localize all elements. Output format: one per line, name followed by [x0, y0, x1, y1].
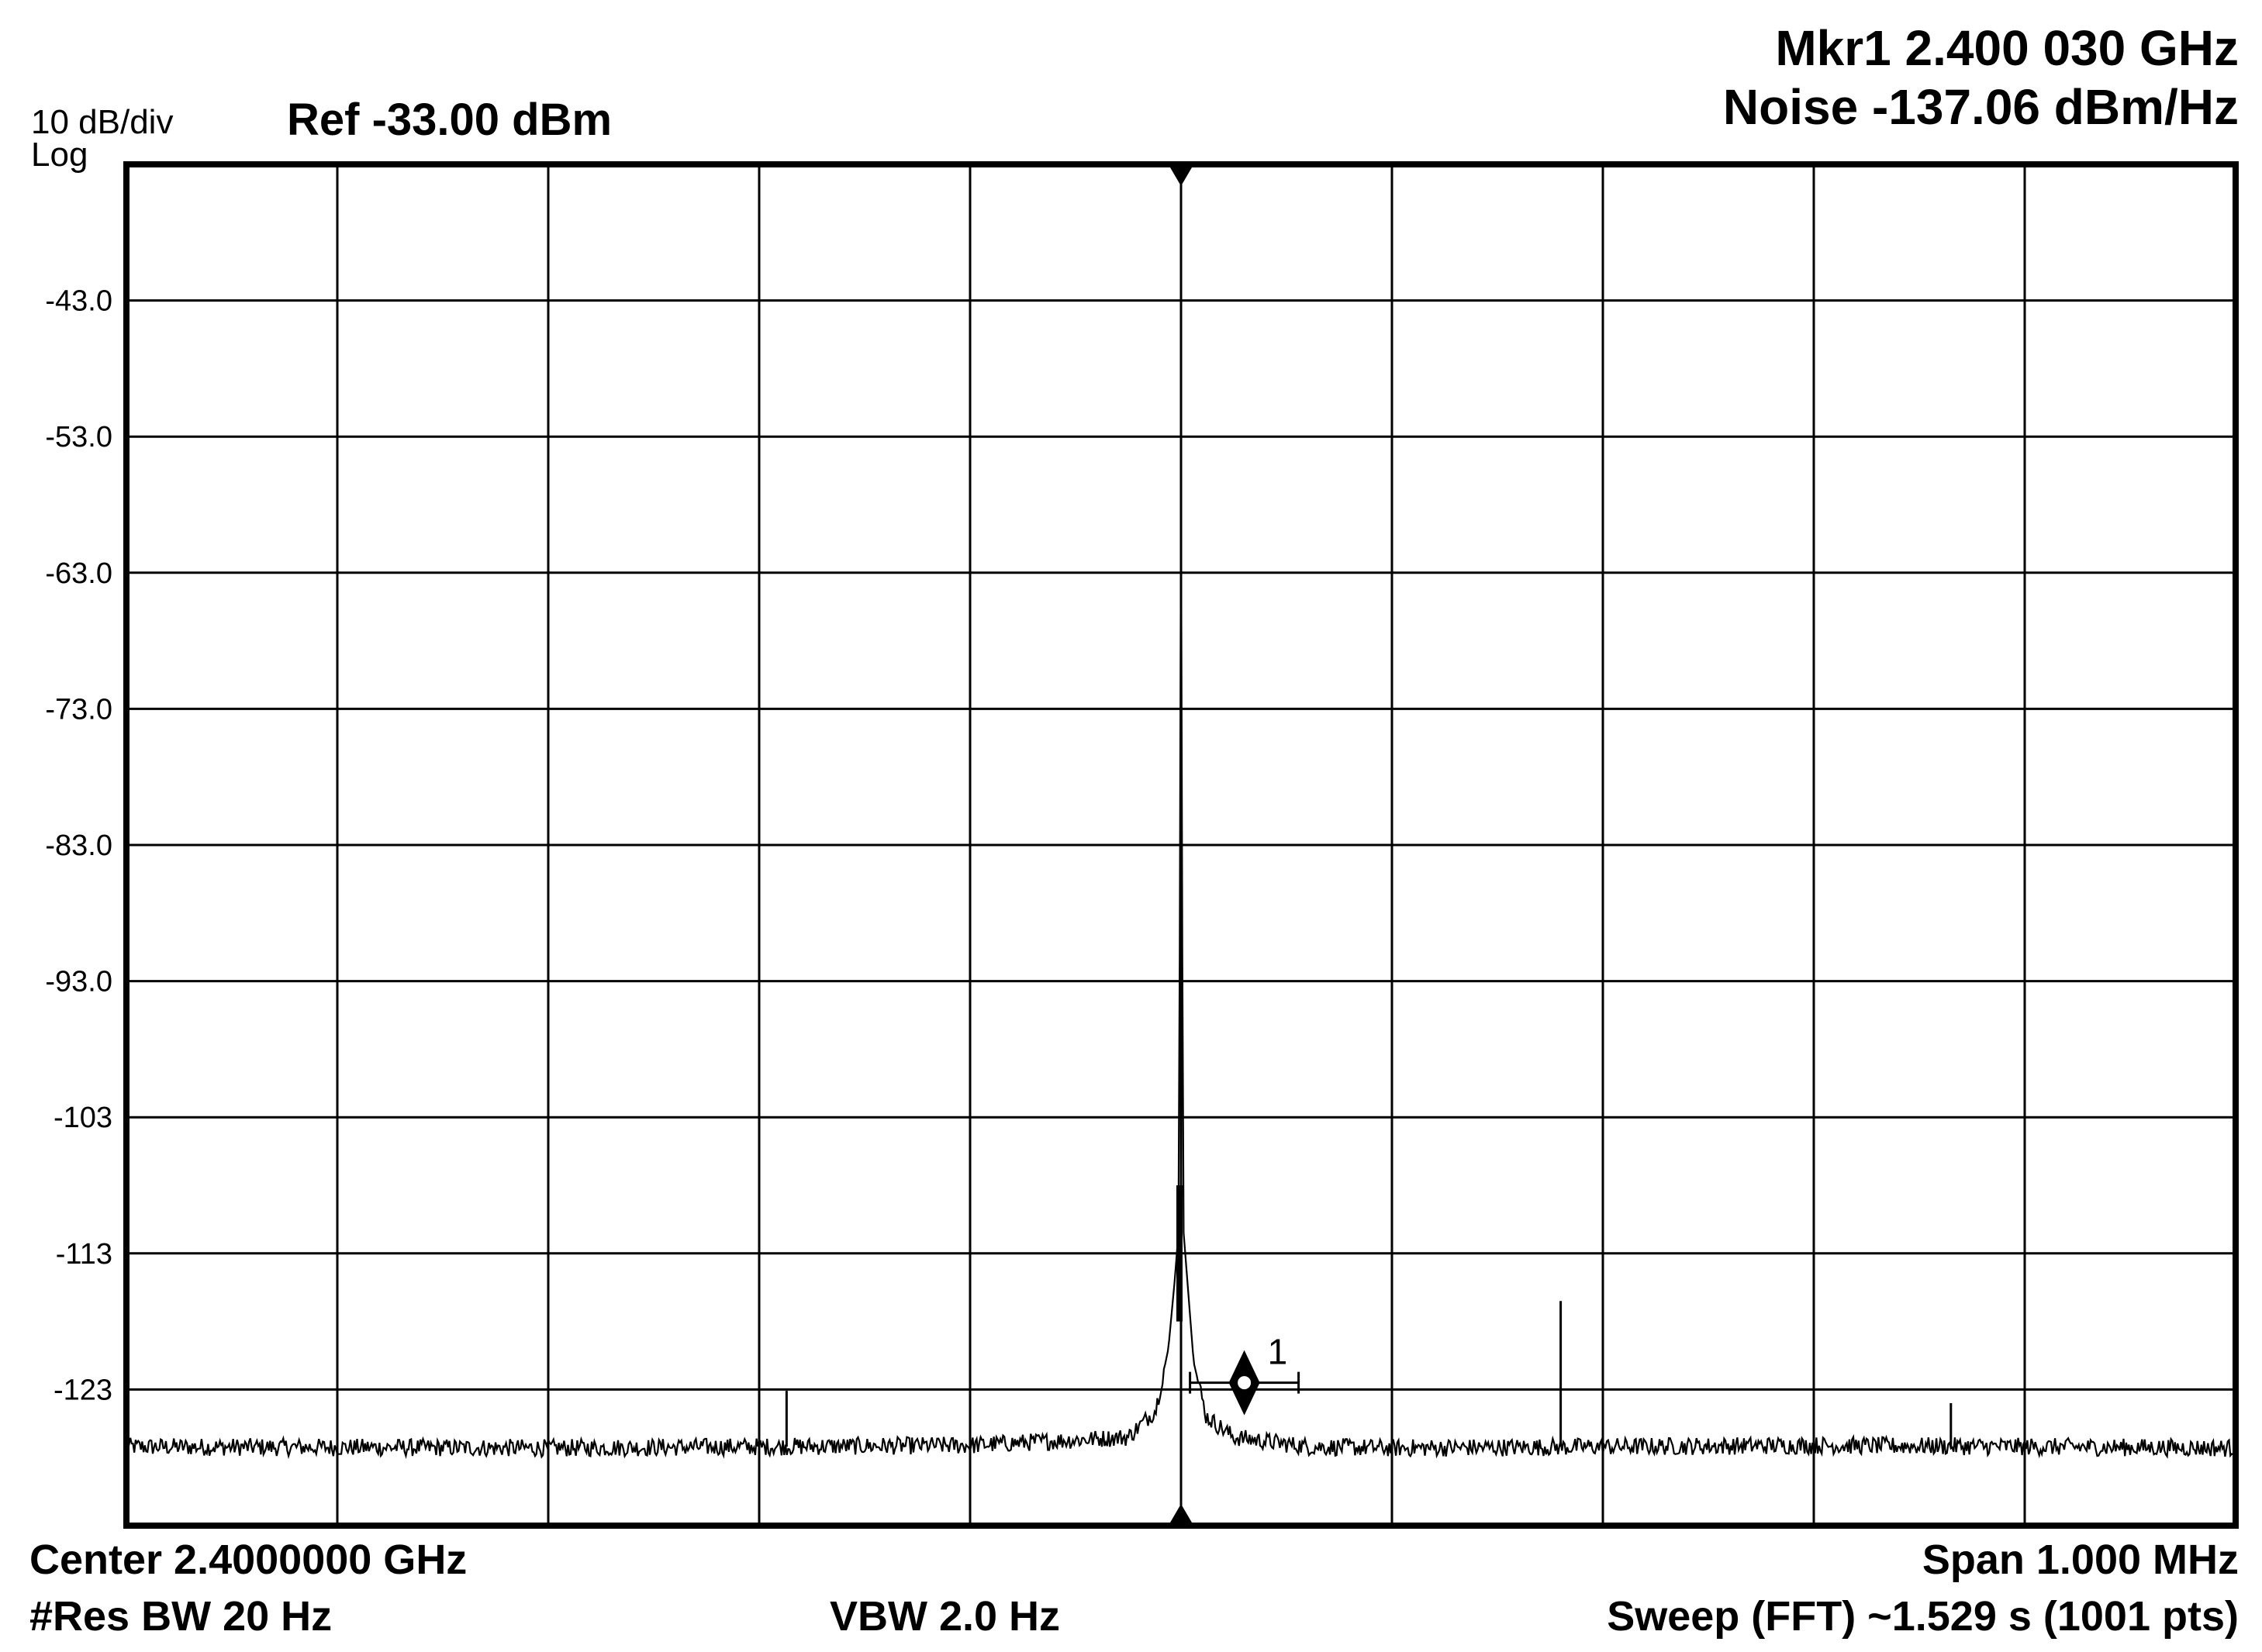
center-frequency: Center 2.4000000 GHz: [29, 1536, 468, 1583]
center-marker-bottom: [1170, 1504, 1192, 1523]
video-bandwidth: VBW 2.0 Hz: [830, 1593, 1061, 1640]
y-tick-label: -83.0: [45, 829, 112, 862]
scale-per-div: 10 dB/div: [31, 103, 174, 141]
y-tick-label: -103: [54, 1102, 112, 1134]
y-tick-label: -123: [54, 1374, 112, 1406]
marker-layer: 1: [1189, 1332, 1300, 1416]
trace-layer: [125, 504, 2236, 1460]
scale-mode: Log: [31, 136, 88, 174]
y-tick-label: -43.0: [45, 285, 112, 318]
marker-noise-readout: Noise -137.06 dBm/Hz: [1722, 79, 2239, 135]
marker-freq-readout: Mkr1 2.400 030 GHz: [1775, 20, 2239, 76]
y-tick-labels: -43.0 -53.0 -63.0 -73.0 -83.0 -93.0 -103 -113 -1…: [45, 285, 112, 1407]
y-tick-label: -63.0: [45, 557, 112, 590]
resolution-bandwidth: #Res BW 20 Hz: [29, 1593, 333, 1640]
center-marker-top: [1170, 167, 1192, 186]
y-tick-label: -93.0: [45, 966, 112, 998]
span: Span 1.000 MHz: [1922, 1536, 2239, 1583]
y-tick-label: -113: [56, 1238, 112, 1271]
y-tick-label: -73.0: [45, 693, 112, 726]
sweep-info: Sweep (FFT) ~1.529 s (1001 pts): [1607, 1593, 2239, 1640]
reference-level: Ref -33.00 dBm: [287, 95, 613, 145]
y-tick-label: -53.0: [45, 421, 112, 454]
marker-label: 1: [1268, 1332, 1288, 1372]
marker-diamond-center: [1235, 1374, 1254, 1392]
plot-frame: [123, 161, 2239, 1529]
